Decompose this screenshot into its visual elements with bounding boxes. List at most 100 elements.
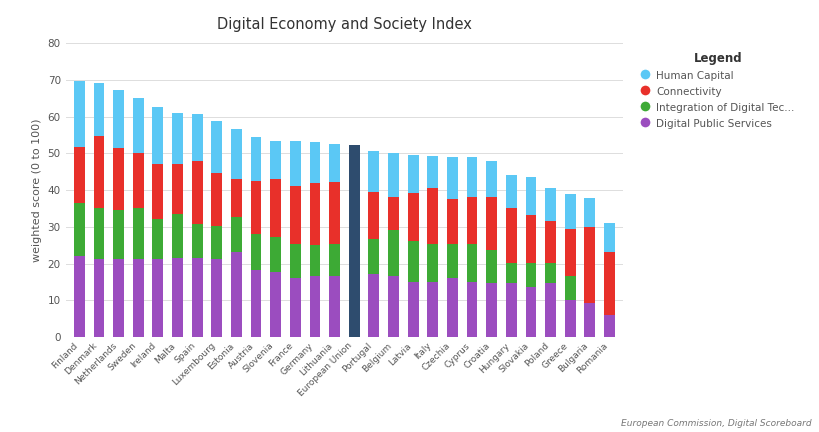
Bar	[446, 157, 457, 199]
Bar	[584, 227, 595, 303]
Bar	[290, 278, 301, 337]
Bar	[584, 198, 595, 227]
Text: European Commission, Digital Scoreboard: European Commission, Digital Scoreboard	[621, 419, 811, 428]
Bar	[133, 208, 143, 260]
Bar	[407, 155, 418, 193]
Bar	[172, 164, 183, 214]
Bar	[604, 252, 614, 314]
Bar	[93, 260, 104, 337]
Bar	[270, 237, 281, 272]
Bar	[231, 217, 242, 252]
Bar	[133, 98, 143, 153]
Bar	[368, 239, 379, 274]
Bar	[387, 230, 398, 276]
Bar	[486, 250, 496, 283]
Bar	[525, 263, 536, 287]
Bar	[446, 199, 457, 245]
Bar	[505, 283, 516, 337]
Bar	[446, 245, 457, 278]
Bar	[328, 182, 340, 245]
Bar	[427, 156, 437, 188]
Bar	[290, 186, 301, 245]
Bar	[270, 272, 281, 337]
Bar	[466, 157, 477, 197]
Bar	[152, 164, 163, 219]
Bar	[564, 194, 575, 229]
Bar	[584, 291, 595, 337]
Bar	[348, 187, 360, 241]
Bar	[368, 151, 379, 192]
Bar	[446, 278, 457, 337]
Bar	[133, 260, 143, 337]
Bar	[310, 143, 320, 183]
Bar	[113, 260, 124, 337]
Bar	[427, 245, 437, 282]
Bar	[584, 291, 595, 303]
Bar	[348, 145, 360, 187]
Bar	[211, 173, 222, 226]
Bar	[525, 287, 536, 337]
Bar	[427, 282, 437, 337]
Bar	[192, 224, 202, 257]
Bar	[74, 256, 84, 337]
Bar	[172, 113, 183, 164]
Bar	[407, 241, 418, 282]
Bar	[231, 179, 242, 217]
Bar	[310, 183, 320, 245]
Bar	[564, 229, 575, 276]
Bar	[328, 276, 340, 337]
Bar	[133, 153, 143, 208]
Bar	[486, 162, 496, 197]
Bar	[387, 197, 398, 230]
Bar	[387, 276, 398, 337]
Bar	[525, 177, 536, 215]
Bar	[545, 283, 555, 337]
Bar	[113, 148, 124, 210]
Bar	[564, 276, 575, 300]
Bar	[525, 215, 536, 263]
Bar	[348, 241, 360, 274]
Bar	[427, 188, 437, 245]
Bar	[368, 192, 379, 239]
Bar	[545, 263, 555, 283]
Bar	[270, 141, 281, 179]
Y-axis label: weighted score (0 to 100): weighted score (0 to 100)	[32, 118, 42, 262]
Bar	[192, 257, 202, 337]
Bar	[486, 197, 496, 250]
Bar	[466, 282, 477, 337]
Bar	[387, 153, 398, 197]
Bar	[545, 221, 555, 263]
Bar	[505, 263, 516, 283]
Bar	[310, 245, 320, 276]
Bar	[172, 214, 183, 257]
Bar	[368, 274, 379, 337]
Bar	[466, 197, 477, 245]
Bar	[152, 219, 163, 260]
Bar	[152, 260, 163, 337]
Bar	[93, 83, 104, 136]
Bar	[231, 130, 242, 179]
Bar	[251, 270, 261, 337]
Bar	[505, 208, 516, 263]
Bar	[231, 252, 242, 337]
Bar	[407, 193, 418, 241]
Bar	[152, 107, 163, 164]
Bar	[310, 276, 320, 337]
Bar	[604, 314, 614, 337]
Legend: Human Capital, Connectivity, Integration of Digital Tec..., Digital Public Servi: Human Capital, Connectivity, Integration…	[639, 48, 797, 132]
Bar	[290, 245, 301, 278]
Bar	[486, 283, 496, 337]
Bar	[251, 181, 261, 234]
Bar	[113, 90, 124, 148]
Bar	[74, 203, 84, 256]
Bar	[211, 226, 222, 260]
Bar	[564, 300, 575, 337]
Bar	[466, 245, 477, 282]
Bar	[604, 223, 614, 252]
Bar	[172, 257, 183, 337]
Bar	[93, 208, 104, 260]
Bar	[545, 187, 555, 221]
Bar	[328, 144, 340, 182]
Bar	[74, 147, 84, 203]
Bar	[407, 282, 418, 337]
